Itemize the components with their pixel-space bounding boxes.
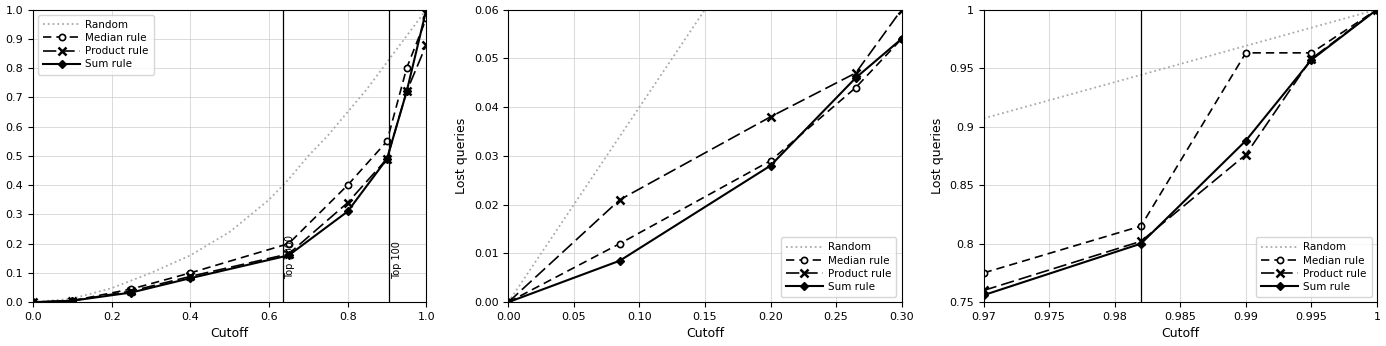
X-axis label: Cutoff: Cutoff [1161,327,1199,340]
Y-axis label: Lost queries: Lost queries [930,118,944,194]
X-axis label: Cutoff: Cutoff [211,327,248,340]
Legend: Random, Median rule, Product rule, Sum rule: Random, Median rule, Product rule, Sum r… [1256,237,1372,297]
Y-axis label: Lost queries: Lost queries [456,118,468,194]
Legend: Random, Median rule, Product rule, Sum rule: Random, Median rule, Product rule, Sum r… [39,15,154,74]
Text: Top 100: Top 100 [392,241,402,279]
Text: Top 1000: Top 1000 [286,235,295,279]
Legend: Random, Median rule, Product rule, Sum rule: Random, Median rule, Product rule, Sum r… [780,237,897,297]
X-axis label: Cutoff: Cutoff [686,327,723,340]
